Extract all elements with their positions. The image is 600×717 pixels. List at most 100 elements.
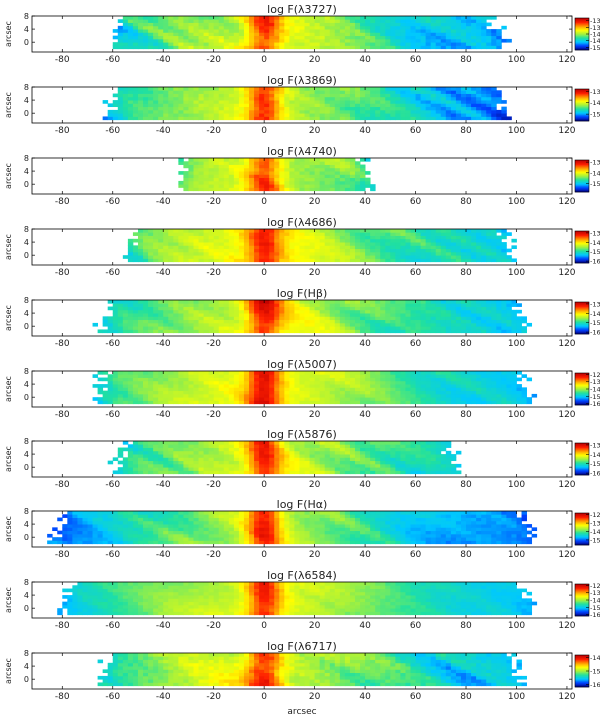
heatmap-cell xyxy=(420,400,427,405)
heatmap-cell xyxy=(188,116,194,121)
heatmap-cell xyxy=(249,187,255,192)
heatmap-cell xyxy=(476,371,482,375)
heatmap-cell xyxy=(319,309,326,314)
heatmap-cell xyxy=(213,19,220,23)
heatmap-cell xyxy=(486,229,492,233)
heatmap-cell xyxy=(274,377,280,382)
heatmap-cell xyxy=(299,303,305,307)
heatmap-cell xyxy=(163,384,169,388)
heatmap-cell xyxy=(153,19,159,23)
heatmap-cell xyxy=(223,180,230,185)
heatmap-cell xyxy=(430,100,437,104)
heatmap-cell xyxy=(309,32,316,37)
heatmap-cell xyxy=(193,319,199,324)
heatmap-cell xyxy=(208,180,215,185)
heatmap-cell xyxy=(178,100,184,104)
heatmap-cell xyxy=(309,19,316,23)
heatmap-cell xyxy=(501,303,507,307)
heatmap-cell xyxy=(183,35,189,40)
heatmap-cell xyxy=(193,16,199,20)
heatmap-cell xyxy=(486,319,492,324)
heatmap-cell xyxy=(334,387,341,392)
heatmap-cell xyxy=(420,393,427,398)
heatmap-cell xyxy=(269,16,275,20)
heatmap-cell xyxy=(269,25,275,30)
heatmap-cell xyxy=(148,242,154,246)
heatmap-cell xyxy=(445,397,452,401)
heatmap-cell xyxy=(284,113,290,117)
heatmap-cell xyxy=(425,393,432,398)
x-tick-label: -80 xyxy=(55,339,70,349)
heatmap-cell xyxy=(339,229,346,233)
heatmap-cell xyxy=(425,103,432,108)
heatmap-cell xyxy=(294,390,300,395)
heatmap-cell xyxy=(168,93,174,98)
heatmap-cell xyxy=(460,22,467,27)
heatmap-cell xyxy=(243,319,250,324)
heatmap-cell xyxy=(390,96,396,101)
heatmap-cell xyxy=(289,38,295,43)
heatmap-cell xyxy=(329,16,336,20)
heatmap-cell xyxy=(158,16,164,20)
heatmap-cell xyxy=(243,390,250,395)
heatmap-cell xyxy=(148,25,154,30)
heatmap-cell xyxy=(198,38,204,43)
heatmap-cell xyxy=(269,42,275,46)
heatmap-cell xyxy=(284,232,290,236)
heatmap-cell xyxy=(415,109,421,114)
heatmap-cell xyxy=(238,103,245,108)
heatmap-cell xyxy=(243,109,250,114)
heatmap-cell xyxy=(486,235,492,240)
heatmap-cell xyxy=(370,319,376,324)
heatmap-cell xyxy=(213,96,220,101)
heatmap-cell xyxy=(360,393,366,398)
heatmap-cell xyxy=(153,463,159,468)
heatmap-cell xyxy=(375,242,381,246)
heatmap-cell xyxy=(410,245,416,250)
heatmap-cell xyxy=(294,400,300,405)
heatmap-cell xyxy=(213,397,220,401)
heatmap-cell xyxy=(455,313,462,317)
heatmap-cell xyxy=(375,377,381,382)
heatmap-cell xyxy=(254,35,260,40)
heatmap-cell xyxy=(203,103,210,108)
heatmap-cell xyxy=(173,374,179,378)
heatmap-cell xyxy=(516,397,522,401)
heatmap-cell xyxy=(299,229,305,233)
heatmap-cell xyxy=(339,161,346,165)
heatmap-cell xyxy=(324,232,331,236)
heatmap-cell xyxy=(496,248,502,253)
heatmap-cell xyxy=(264,316,270,321)
heatmap-cell xyxy=(284,238,290,243)
heatmap-cell xyxy=(415,29,421,33)
heatmap-cell xyxy=(153,329,159,334)
heatmap-cell xyxy=(344,235,351,240)
heatmap-cell xyxy=(132,306,139,311)
heatmap-cell xyxy=(112,306,119,311)
heatmap-cell xyxy=(158,384,164,388)
colorbar-step xyxy=(575,402,589,404)
heatmap-cell xyxy=(153,106,159,111)
heatmap-cell xyxy=(455,42,462,46)
heatmap-cell xyxy=(324,113,331,117)
heatmap-cell xyxy=(466,400,472,405)
heatmap-cell xyxy=(143,93,149,98)
heatmap-cell xyxy=(425,251,432,256)
heatmap-cell xyxy=(425,377,432,382)
heatmap-cell xyxy=(117,454,124,458)
heatmap-cell xyxy=(143,460,149,465)
heatmap-cell xyxy=(143,467,149,471)
heatmap-cell xyxy=(254,248,260,253)
heatmap-cell xyxy=(238,174,245,179)
heatmap-cell xyxy=(329,400,336,405)
heatmap-cell xyxy=(213,158,220,162)
heatmap-cell xyxy=(309,184,316,188)
heatmap-cell xyxy=(243,400,250,405)
heatmap-cell xyxy=(249,45,255,50)
heatmap-cell xyxy=(365,109,371,114)
heatmap-cell xyxy=(284,313,290,317)
heatmap-cell xyxy=(430,313,437,317)
heatmap-cell xyxy=(380,42,386,46)
heatmap-cell xyxy=(203,313,210,317)
colorbar-step xyxy=(575,161,589,163)
